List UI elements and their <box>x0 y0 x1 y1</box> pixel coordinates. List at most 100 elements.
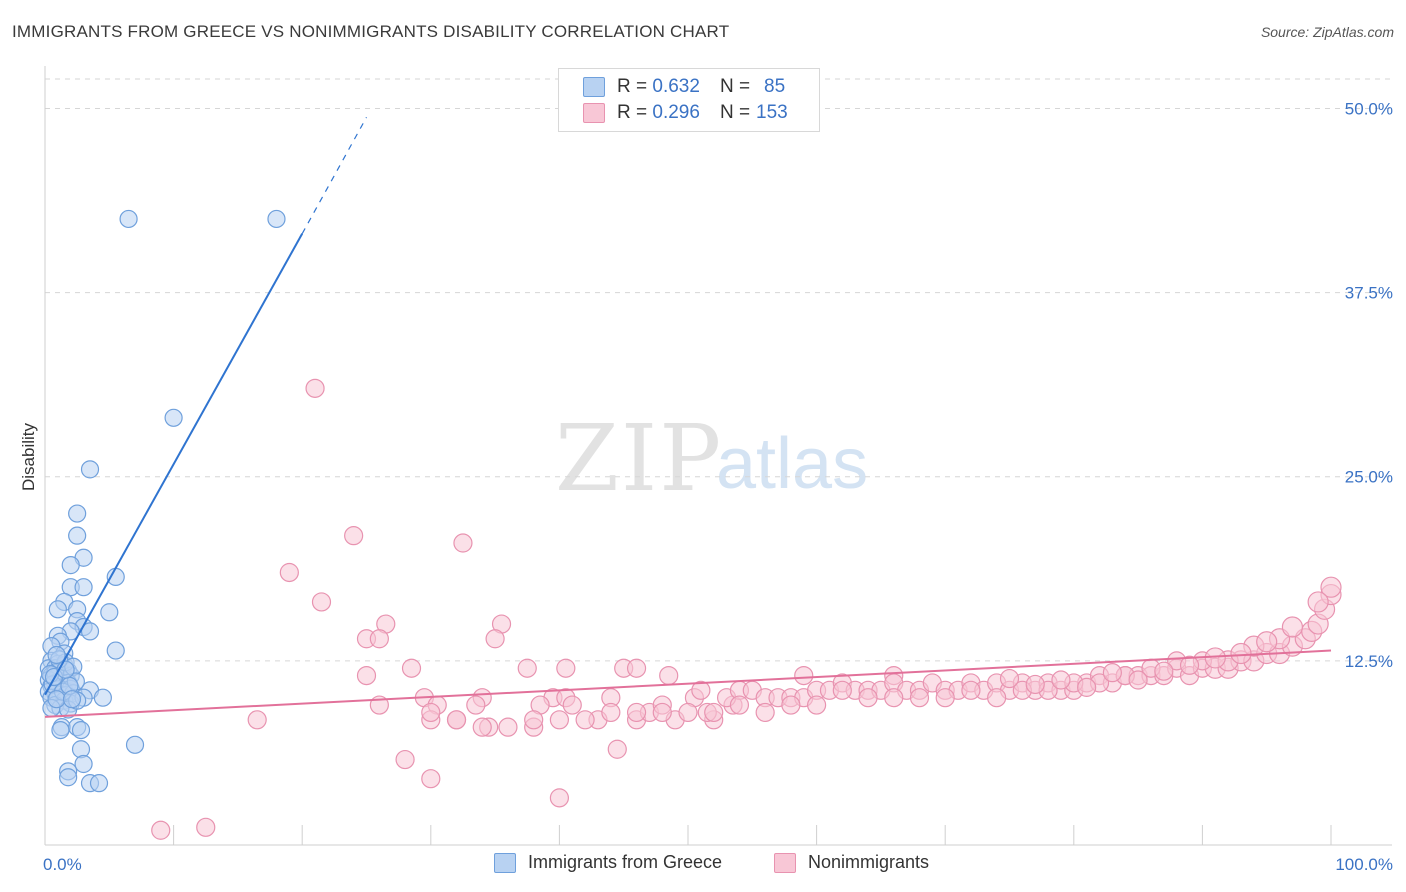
greece-point <box>125 735 145 754</box>
chart-title: IMMIGRANTS FROM GREECE VS NONIMMIGRANTS … <box>12 22 730 41</box>
nonimmigrants-point <box>517 658 537 678</box>
greece-point <box>93 688 112 707</box>
nonimmigrants-point <box>1102 663 1122 683</box>
nonimmigrants-point <box>626 658 647 678</box>
legend-swatch-nonimmigrants <box>583 103 605 123</box>
nonimmigrants-point <box>1077 677 1097 697</box>
nonimmigrants-point <box>601 702 621 723</box>
greece-point <box>62 690 82 709</box>
greece-point <box>71 740 91 759</box>
nonimmigrants-point <box>472 717 492 737</box>
watermark: ZIP atlas <box>555 405 868 512</box>
nonimmigrants-point <box>498 717 518 737</box>
y-axis-label: Disability <box>19 422 38 491</box>
nonimmigrants-point <box>279 562 299 583</box>
nonimmigrants-point <box>562 695 582 715</box>
nonimmigrants-point <box>909 688 930 708</box>
nonimmigrants-point <box>704 702 724 723</box>
nonimmigrants-point <box>395 749 415 770</box>
series-swatch-greece <box>494 852 516 873</box>
nonimmigrants-point <box>626 702 647 723</box>
greece-point <box>59 768 78 787</box>
nonimmigrants-point <box>453 533 473 553</box>
nonimmigrants-point <box>884 688 904 708</box>
series-label-greece: Immigrants from Greece <box>528 852 723 872</box>
legend-r-value: 0.296 <box>652 102 700 123</box>
nonimmigrants-point <box>794 665 814 686</box>
nonimmigrants-point <box>1025 674 1045 695</box>
y-tick-label: 25.0% <box>1345 468 1393 487</box>
nonimmigrants-point <box>421 702 441 723</box>
greece-points <box>39 209 286 793</box>
nonimmigrants-point <box>607 739 627 759</box>
nonimmigrants-point <box>549 710 570 730</box>
greece-trend-line <box>44 233 304 696</box>
series-swatch-nonimmigrants <box>774 852 796 873</box>
y-tick-label: 50.0% <box>1345 99 1393 118</box>
trend-lines <box>44 117 1332 718</box>
nonimmigrants-point <box>356 665 377 686</box>
greece-point <box>61 556 80 575</box>
nonimmigrants-point <box>446 710 467 730</box>
nonimmigrants-point <box>344 526 364 546</box>
gridlines <box>45 78 1392 662</box>
greece-point <box>48 600 67 619</box>
nonimmigrants-point <box>678 702 698 723</box>
legend-n-value: 153 <box>756 102 788 123</box>
nonimmigrants-point <box>549 788 570 808</box>
nonimmigrants-point <box>466 695 486 715</box>
nonimmigrants-point <box>659 665 679 686</box>
series-label-nonimmigrants: Nonimmigrants <box>808 852 930 872</box>
y-tick-label: 37.5% <box>1345 284 1393 303</box>
greece-point <box>164 408 183 427</box>
legend-swatch-greece <box>583 77 605 97</box>
nonimmigrants-point <box>1307 591 1329 613</box>
nonimmigrants-point <box>247 710 267 730</box>
nonimmigrants-point <box>755 702 775 723</box>
nonimmigrants-point <box>1281 616 1304 638</box>
legend-row-nonimmigrants: R = 0.296 N = 153 <box>583 100 788 126</box>
legend-n-value: 85 <box>764 76 786 97</box>
nonimmigrants-point <box>858 688 878 708</box>
nonimmigrants-point <box>524 710 544 730</box>
nonimmigrants-point <box>1230 642 1252 665</box>
nonimmigrants-point <box>305 378 325 398</box>
source-label: Source: ZipAtlas.com <box>1260 24 1394 40</box>
legend-n-label: N = <box>719 102 751 123</box>
nonimmigrants-point <box>1154 661 1174 681</box>
greece-point <box>71 720 91 740</box>
nonimmigrants-point <box>1179 655 1200 675</box>
greece-point <box>80 622 100 641</box>
nonimmigrants-point <box>151 820 171 840</box>
nonimmigrants-point <box>1256 631 1278 653</box>
series-legend-nonimmigrants[interactable]: Nonimmigrants <box>774 852 929 873</box>
legend-r-label: R = <box>617 76 648 97</box>
nonimmigrants-point <box>691 680 711 700</box>
greece-point <box>119 209 138 229</box>
greece-point <box>106 641 125 660</box>
nonimmigrants-point <box>485 629 505 649</box>
nonimmigrants-point <box>401 658 422 678</box>
y-tick-label: 12.5% <box>1345 652 1393 671</box>
greece-point <box>89 774 109 793</box>
watermark-zip: ZIP <box>555 405 723 512</box>
series-legend-greece[interactable]: Immigrants from Greece <box>494 852 722 873</box>
nonimmigrants-point <box>1204 647 1226 669</box>
nonimmigrants-point <box>781 695 801 715</box>
nonimmigrants-point <box>935 688 955 708</box>
nonimmigrants-point <box>1320 576 1342 598</box>
greece-point <box>74 754 93 774</box>
greece-point <box>68 504 87 523</box>
legend-r-value: 0.632 <box>652 76 700 97</box>
nonimmigrants-point <box>421 769 441 789</box>
greece-point <box>51 720 70 740</box>
legend-row-greece: R = 0.632 N = 85 <box>583 74 785 100</box>
watermark-atlas: atlas <box>716 424 868 504</box>
greece-point <box>74 578 93 597</box>
greece-point <box>68 526 87 545</box>
x-tick-label: 100.0% <box>1335 855 1393 874</box>
greece-point <box>47 645 66 665</box>
legend-r-label: R = <box>617 102 648 123</box>
nonimmigrants-point <box>311 592 332 612</box>
greece-point <box>47 690 66 709</box>
